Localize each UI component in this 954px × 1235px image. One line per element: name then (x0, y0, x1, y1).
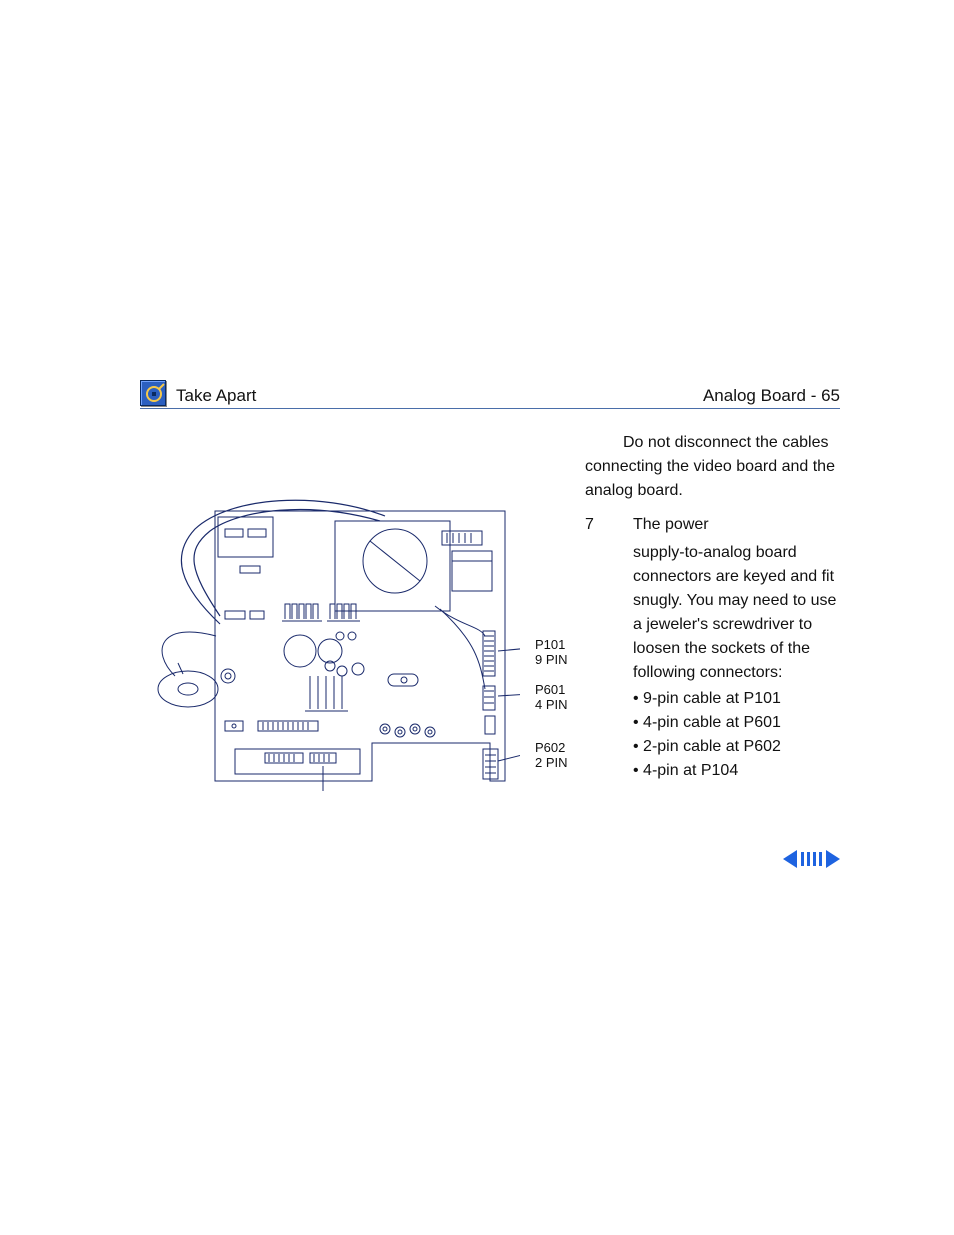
list-item: 2-pin cable at P602 (633, 735, 840, 759)
list-item: 4-pin cable at P601 (633, 711, 840, 735)
label-p601-id: P601 (535, 682, 565, 697)
step-7: 7 The power (585, 513, 840, 537)
list-item: 4-pin at P104 (633, 759, 840, 783)
page-bars-icon (801, 852, 822, 866)
label-p101: P101 9 PIN (535, 638, 568, 668)
prev-page-button[interactable] (783, 850, 797, 868)
label-p101-pins: 9 PIN (535, 652, 568, 667)
step-lead: The power (633, 513, 840, 537)
list-item: 9-pin cable at P101 (633, 687, 840, 711)
analog-board-diagram: P101 9 PIN P601 4 PIN P602 2 PIN (140, 491, 570, 791)
label-p101-id: P101 (535, 637, 565, 652)
page-header: Take Apart Analog Board - 65 (140, 380, 840, 409)
step-number: 7 (585, 513, 633, 537)
label-p602-pins: 2 PIN (535, 755, 568, 770)
page-content: Take Apart Analog Board - 65 (140, 380, 840, 791)
text-column: Do not disconnect the cables connecting … (585, 431, 840, 783)
next-page-button[interactable] (826, 850, 840, 868)
label-p601: P601 4 PIN (535, 683, 568, 713)
label-p602: P602 2 PIN (535, 741, 568, 771)
board-svg (140, 491, 520, 791)
header-left-title: Take Apart (176, 386, 703, 406)
intro-paragraph: Do not disconnect the cables connecting … (585, 431, 840, 503)
label-p601-pins: 4 PIN (535, 697, 568, 712)
diagram-column: P101 9 PIN P601 4 PIN P602 2 PIN (140, 431, 585, 791)
connector-list: 9-pin cable at P101 4-pin cable at P601 … (585, 687, 840, 783)
step-body: supply-to-analog board connectors are ke… (585, 541, 840, 685)
take-apart-icon (140, 380, 166, 406)
page-navigation (783, 850, 840, 868)
header-right-title: Analog Board - 65 (703, 386, 840, 406)
page-body: P101 9 PIN P601 4 PIN P602 2 PIN Do not … (140, 431, 840, 791)
label-p602-id: P602 (535, 740, 565, 755)
